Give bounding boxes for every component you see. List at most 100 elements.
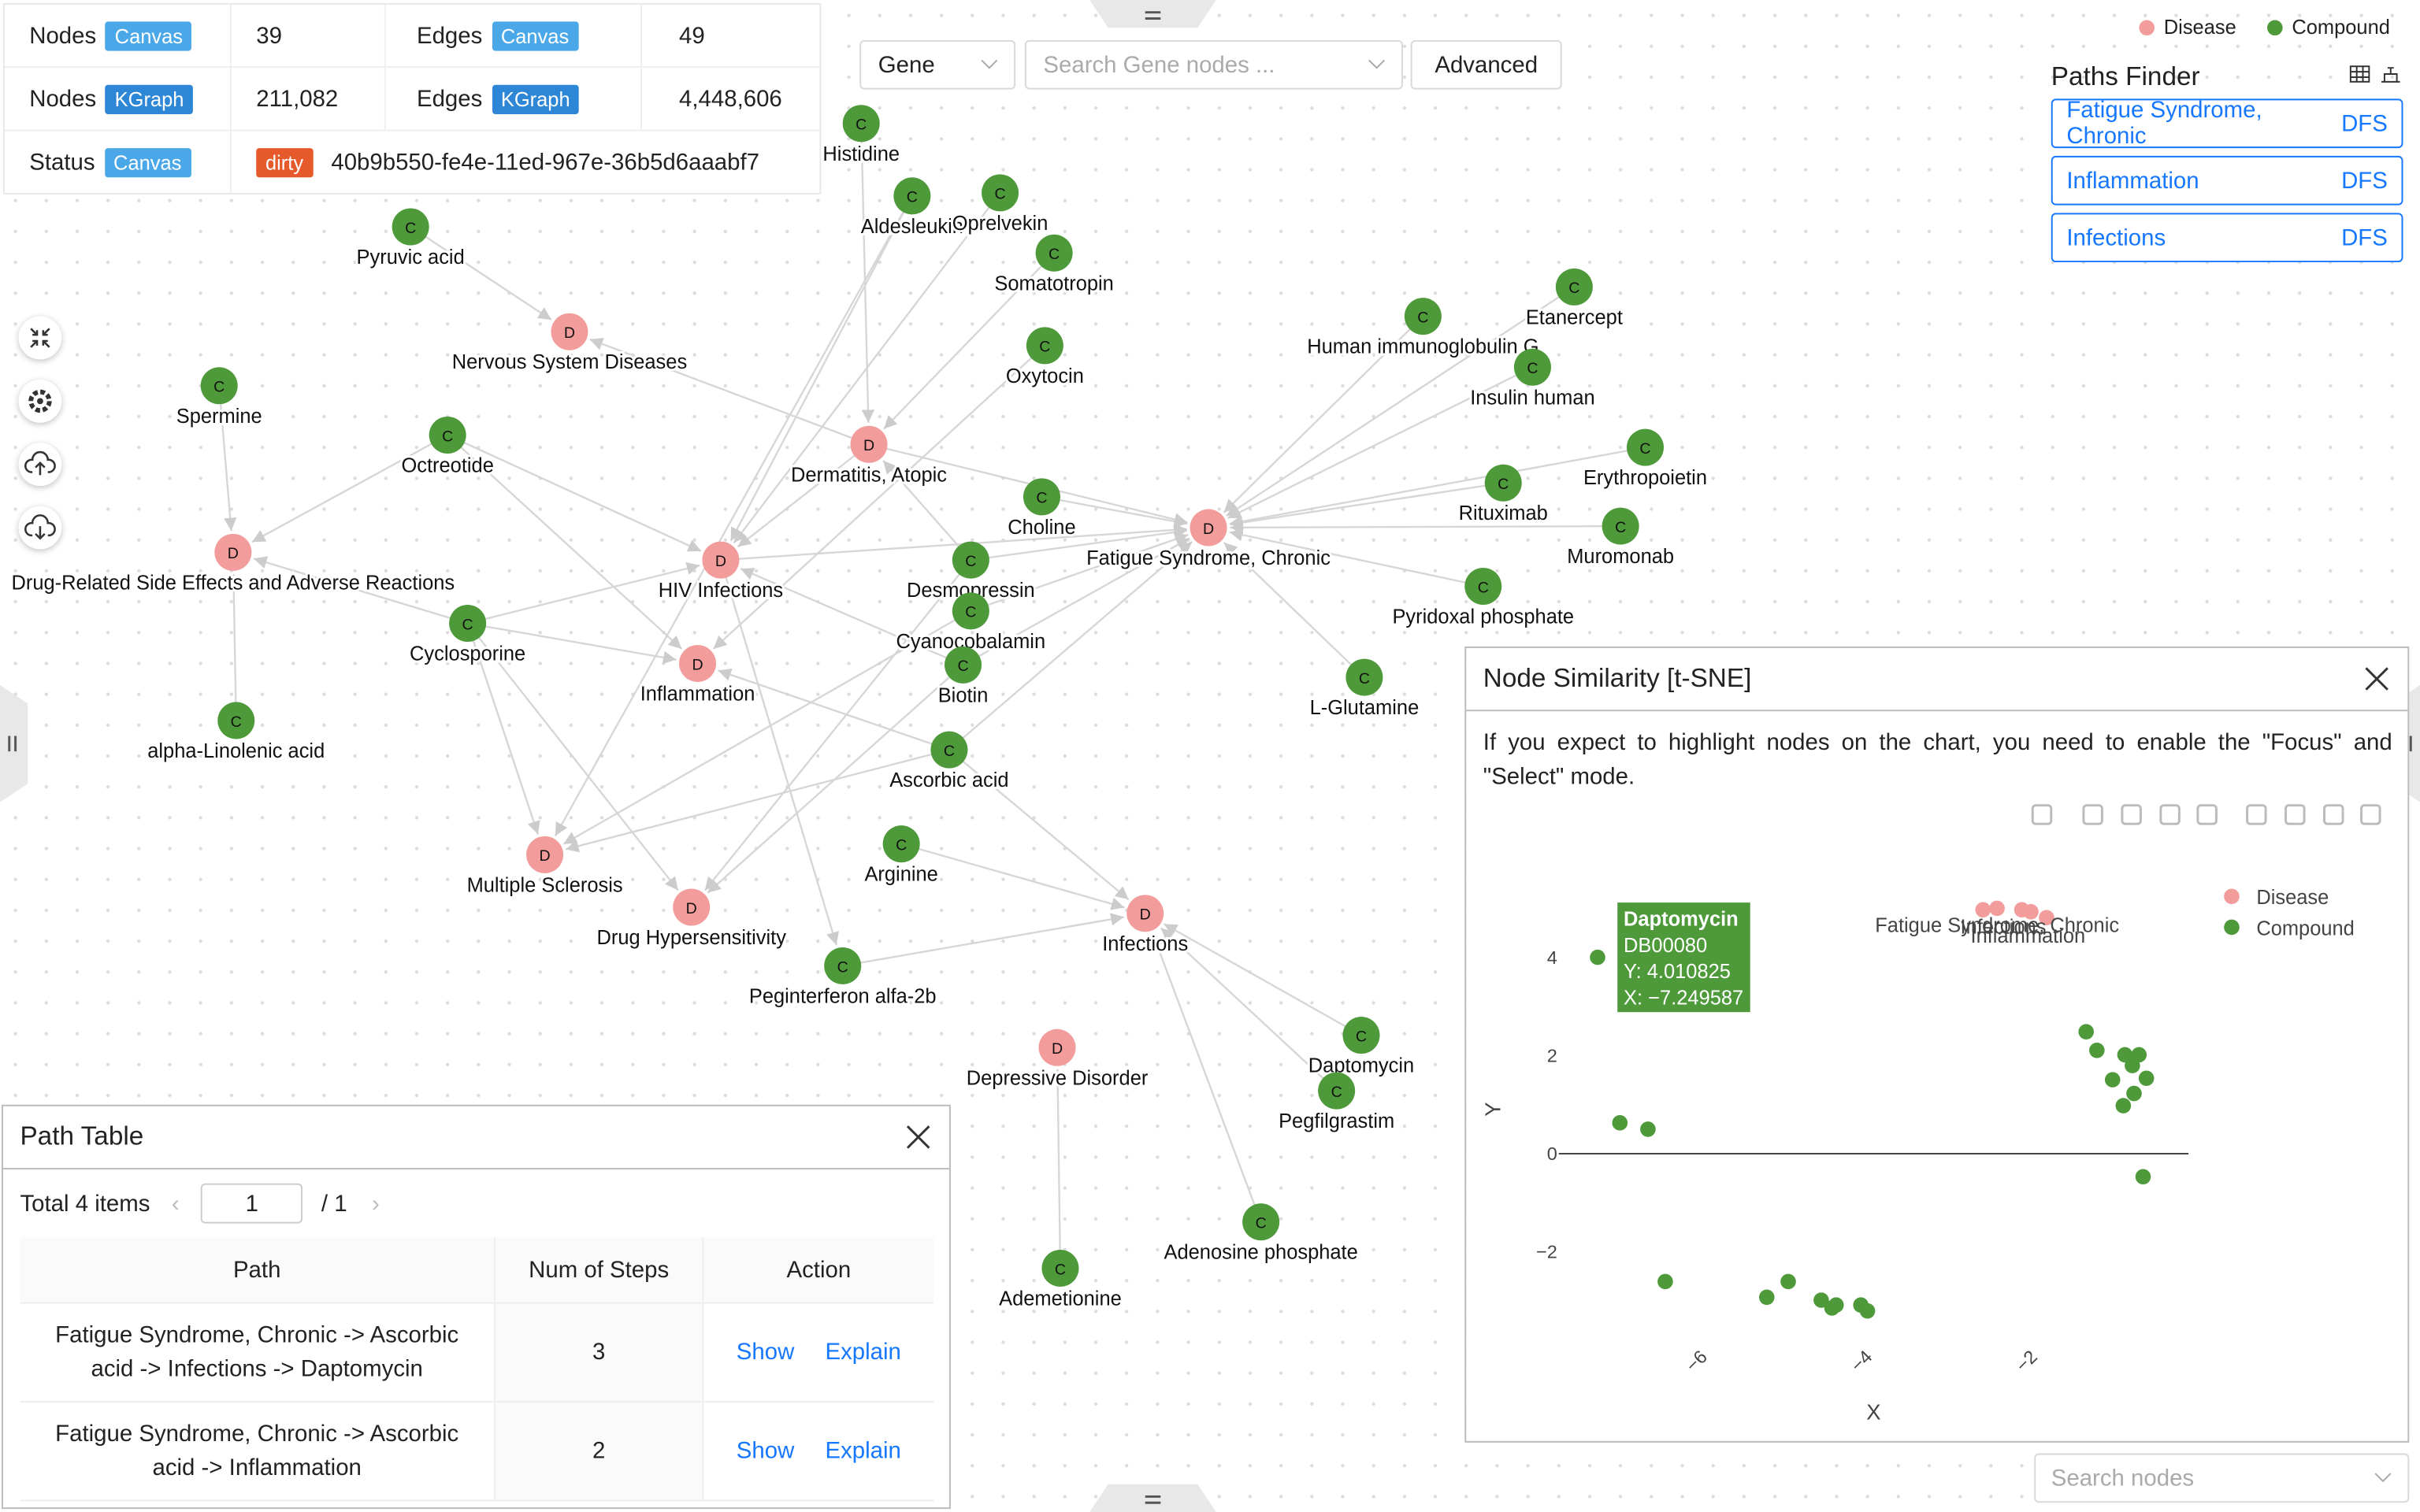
node[interactable]: D Dermatitis, Atopic — [789, 425, 949, 488]
edge — [948, 540, 1193, 751]
node[interactable]: D Inflammation — [638, 644, 757, 707]
path-method: DFS — [2341, 167, 2388, 194]
scatter-point — [1989, 900, 2005, 917]
node[interactable]: C Histidine — [820, 105, 902, 168]
node-circle — [214, 533, 252, 571]
top-handle[interactable] — [1089, 0, 1216, 31]
node[interactable]: D Multiple Sclerosis — [465, 836, 625, 899]
node[interactable]: C Ademetionine — [997, 1249, 1124, 1312]
node[interactable]: C Peginterferon alfa-2b — [747, 947, 939, 1010]
node[interactable]: C Aldesleukin — [859, 177, 966, 240]
node[interactable]: C Cyclosporine — [407, 605, 528, 667]
close-button[interactable] — [906, 1125, 930, 1149]
edge — [712, 344, 1046, 650]
action-link[interactable]: Show — [736, 1437, 795, 1465]
node[interactable]: C Oprelvekin — [950, 174, 1050, 237]
node-label: Cyclosporine — [410, 643, 525, 665]
node-label: Insulin human — [1470, 387, 1594, 409]
node-circle — [429, 416, 466, 454]
path-method: DFS — [2341, 110, 2388, 137]
node[interactable]: C Pyruvic acid — [354, 208, 467, 271]
node[interactable]: C Octreotide — [399, 416, 496, 479]
node[interactable]: D Drug-Related Side Effects and Adverse R… — [9, 533, 457, 596]
modebar-icon — [2246, 804, 2267, 825]
path-item[interactable]: Infections DFS — [2051, 213, 2403, 263]
scatter-point — [1758, 1289, 1775, 1306]
node[interactable]: C Somatotropin — [992, 234, 1116, 297]
node[interactable]: C Pyridoxal phosphate — [1390, 567, 1576, 630]
node-type: C — [213, 379, 225, 396]
node[interactable]: C Adenosine phosphate — [1162, 1203, 1360, 1266]
advanced-button[interactable]: Advanced — [1410, 39, 1562, 90]
node[interactable]: D Drug Hypersensitivity — [595, 888, 789, 951]
x-axis-label: X — [1866, 1399, 1880, 1424]
node-label: Pyridoxal phosphate — [1392, 606, 1574, 628]
node[interactable]: C Ascorbic acid — [887, 731, 1011, 794]
edge — [883, 252, 1055, 430]
tooltip-line: Y: 4.010825 — [1624, 961, 1731, 983]
node[interactable]: C Choline — [1005, 478, 1078, 541]
prev[interactable]: ‹ — [171, 1190, 180, 1217]
edge — [720, 523, 1187, 561]
node[interactable]: C Etanercept — [1524, 268, 1625, 331]
node[interactable]: C Cyanocobalamin — [894, 592, 1048, 655]
node-label: Cyanocobalamin — [896, 631, 1046, 653]
node[interactable]: D Depressive Disorder — [964, 1028, 1151, 1091]
scatter-point — [1828, 1297, 1844, 1314]
download-button[interactable] — [18, 506, 62, 550]
y-tick-label: 2 — [1547, 1045, 1557, 1065]
search-box[interactable]: Search Gene nodes ... — [1024, 39, 1403, 90]
node-label: Somatotropin — [994, 272, 1113, 295]
scatter-point — [2115, 1098, 2132, 1114]
left-handle[interactable] — [0, 684, 31, 802]
node[interactable]: C Pegfilgrastim — [1276, 1072, 1397, 1135]
next[interactable]: › — [371, 1190, 380, 1217]
button-label: Advanced — [1435, 51, 1538, 78]
path-item[interactable]: Fatigue Syndrome, Chronic DFS — [2051, 97, 2403, 150]
node[interactable]: D Nervous System Diseases — [450, 313, 689, 376]
bottom-handle[interactable] — [1089, 1481, 1216, 1512]
search-nodes[interactable]: Search nodes — [2034, 1453, 2410, 1503]
edge — [740, 568, 963, 666]
node[interactable]: C Human immunoglobulin G — [1305, 298, 1541, 361]
scatter-point — [2089, 1043, 2105, 1058]
node[interactable]: D Fatigue Syndrome, Chronic — [1084, 509, 1333, 572]
node-label: Inflammation — [640, 683, 755, 705]
y-tick-label: 0 — [1547, 1143, 1557, 1164]
stat-label: Edges — [416, 85, 483, 113]
node[interactable]: D Infections — [1100, 895, 1190, 958]
node[interactable]: C Arginine — [863, 825, 941, 888]
action-link[interactable]: Explain — [825, 1437, 901, 1465]
panel-title: Path Table — [20, 1121, 144, 1151]
node[interactable]: C Erythropoietin — [1581, 428, 1709, 491]
tooltip-line: X: −7.249587 — [1624, 987, 1743, 1009]
node-circle — [1126, 895, 1164, 932]
node-circle — [982, 174, 1019, 212]
node[interactable]: C Insulin human — [1468, 348, 1598, 411]
edge — [1229, 482, 1504, 529]
node[interactable]: C Oxytocin — [1004, 327, 1086, 390]
node-circle — [1035, 234, 1073, 272]
node-label: Fatigue Syndrome, Chronic — [1086, 547, 1331, 569]
column-header: Action — [703, 1237, 934, 1304]
type-select[interactable]: Gene — [859, 39, 1016, 90]
node-type: C — [965, 553, 976, 570]
node[interactable]: D HIV Infections — [656, 541, 785, 604]
node[interactable]: C Spermine — [174, 367, 265, 430]
close-button[interactable] — [2364, 666, 2388, 691]
upload-button[interactable] — [18, 443, 62, 487]
node[interactable]: C Biotin — [936, 646, 990, 709]
action-link[interactable]: Show — [736, 1339, 795, 1366]
node[interactable]: C Muromonab — [1564, 507, 1676, 570]
node-type: C — [1055, 1261, 1066, 1278]
page-input[interactable]: 1 — [201, 1183, 303, 1224]
node[interactable]: C Daptomycin — [1306, 1017, 1416, 1080]
node[interactable]: C L-Glutamine — [1308, 658, 1421, 721]
node[interactable]: C Rituximab — [1457, 464, 1550, 527]
fit-button[interactable] — [18, 316, 62, 360]
settings-button[interactable] — [18, 379, 62, 423]
action-link[interactable]: Explain — [825, 1339, 901, 1366]
path-item[interactable]: Inflammation DFS — [2051, 155, 2403, 206]
edge — [719, 559, 839, 946]
